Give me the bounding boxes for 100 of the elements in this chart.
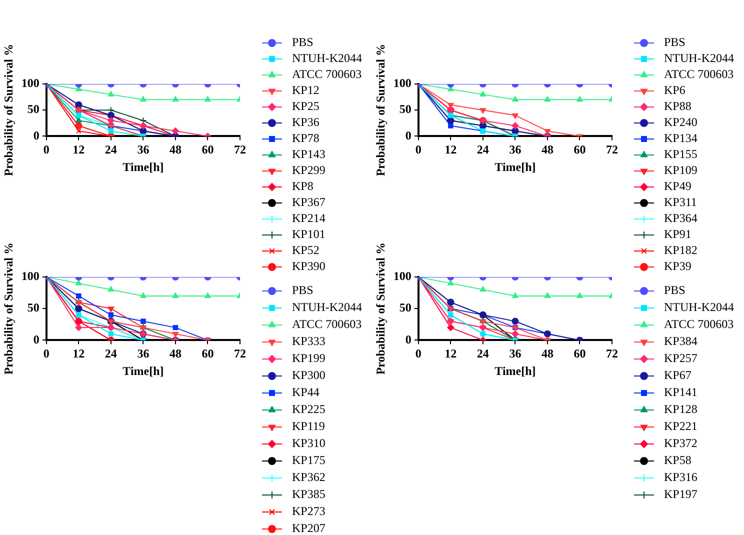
x-tick-label: 36 xyxy=(137,142,150,156)
legend-label: KP214 xyxy=(292,211,326,226)
legend-label: KP333 xyxy=(292,334,326,348)
legend-label: KP197 xyxy=(664,487,698,502)
x-tick-label: 60 xyxy=(574,142,586,156)
legend-label: KP311 xyxy=(664,195,697,210)
legend-label: KP372 xyxy=(664,436,698,450)
x-tick-label: 60 xyxy=(202,346,214,360)
legend-label: ATCC 700603 xyxy=(292,317,362,332)
y-tick-label: 50 xyxy=(399,300,412,315)
y-tick-label: 50 xyxy=(27,300,40,315)
x-tick-label: 48 xyxy=(169,346,182,360)
legend-label: KP58 xyxy=(664,453,692,468)
y-axis-title: Probability of Survival % xyxy=(373,242,388,375)
legend-label: ATCC 700603 xyxy=(664,67,734,82)
legend-label: KP25 xyxy=(292,99,320,114)
legend-label: PBS xyxy=(292,35,314,50)
legend-label: NTUH-K2044 xyxy=(664,300,734,314)
y-axis-title: Probability of Survival % xyxy=(1,44,16,176)
legend-label: KP240 xyxy=(664,115,698,130)
legend-label: KP36 xyxy=(292,115,320,130)
x-tick-label: 36 xyxy=(137,346,150,360)
y-tick-label: 50 xyxy=(27,102,40,116)
y-axis-title: Probability of Survival % xyxy=(373,44,388,176)
legend-label: KP67 xyxy=(664,368,692,382)
legend-label: ATCC 700603 xyxy=(664,317,734,332)
legend-label: KP385 xyxy=(292,487,326,502)
legend-label: NTUH-K2044 xyxy=(292,300,362,314)
legend-label: KP6 xyxy=(664,83,686,98)
legend-label: KP362 xyxy=(292,470,326,484)
legend-label: KP225 xyxy=(292,402,326,416)
legend-label: KP384 xyxy=(664,334,698,348)
legend-label: KP273 xyxy=(292,504,326,518)
x-tick-label: 72 xyxy=(606,346,618,360)
legend-label: KP8 xyxy=(292,179,314,194)
x-tick-label: 48 xyxy=(541,142,554,156)
x-tick-label: 24 xyxy=(476,142,489,156)
legend-label: KP141 xyxy=(664,385,698,400)
x-axis-title: Time[h] xyxy=(494,160,536,174)
y-tick-label: 100 xyxy=(393,76,412,90)
x-tick-label: 12 xyxy=(444,346,457,360)
x-tick-label: 0 xyxy=(43,142,50,156)
x-tick-label: 48 xyxy=(541,346,554,360)
legend-label: KP101 xyxy=(292,227,326,242)
x-tick-label: 24 xyxy=(476,346,489,360)
x-tick-label: 48 xyxy=(169,142,182,156)
legend-label: KP316 xyxy=(664,470,698,484)
x-axis-title: Time[h] xyxy=(494,364,536,378)
y-tick-label: 100 xyxy=(21,269,40,284)
legend-label: KP155 xyxy=(664,147,698,162)
x-tick-label: 12 xyxy=(72,346,85,360)
x-tick-label: 60 xyxy=(202,142,214,156)
y-tick-label: 50 xyxy=(399,102,412,116)
legend-label: KP49 xyxy=(664,179,692,194)
legend-label: KP91 xyxy=(664,227,692,242)
legend-label: KP88 xyxy=(664,99,692,114)
legend-label: KP44 xyxy=(292,385,320,400)
legend-label: KP175 xyxy=(292,453,326,468)
legend-label: KP134 xyxy=(664,131,698,146)
legend-label: KP367 xyxy=(292,195,326,210)
x-tick-label: 0 xyxy=(415,142,422,156)
legend-label: KP128 xyxy=(664,402,698,416)
legend-label: PBS xyxy=(292,283,314,298)
legend-label: KP199 xyxy=(292,351,326,366)
legend-label: ATCC 700603 xyxy=(292,67,362,82)
x-axis-title: Time[h] xyxy=(122,364,164,378)
x-tick-label: 36 xyxy=(509,346,522,360)
y-tick-label: 100 xyxy=(393,269,412,284)
legend-label: KP143 xyxy=(292,147,326,162)
legend-label: KP182 xyxy=(664,243,698,258)
x-tick-label: 60 xyxy=(574,346,586,360)
legend-label: NTUH-K2044 xyxy=(664,51,734,66)
x-tick-label: 0 xyxy=(415,346,422,360)
legend-label: KP109 xyxy=(664,163,698,178)
legend-label: KP300 xyxy=(292,368,326,382)
legend-label: KP299 xyxy=(292,163,326,178)
x-tick-label: 36 xyxy=(509,142,522,156)
x-tick-label: 12 xyxy=(72,142,85,156)
legend-label: KP39 xyxy=(664,259,692,274)
legend-label: KP12 xyxy=(292,83,320,98)
y-tick-label: 0 xyxy=(33,332,40,346)
legend-label: KP257 xyxy=(664,351,698,366)
legend-label: PBS xyxy=(664,35,686,50)
x-tick-label: 72 xyxy=(606,142,618,156)
legend-label: KP78 xyxy=(292,131,320,146)
y-axis-title: Probability of Survival % xyxy=(1,242,16,375)
y-tick-label: 0 xyxy=(405,128,412,142)
legend-label: NTUH-K2044 xyxy=(292,51,362,66)
x-tick-label: 12 xyxy=(444,142,457,156)
x-tick-label: 24 xyxy=(104,142,117,156)
y-tick-label: 100 xyxy=(21,76,40,90)
x-tick-label: 72 xyxy=(234,142,246,156)
x-axis-title: Time[h] xyxy=(122,160,164,174)
x-tick-label: 0 xyxy=(43,346,50,360)
x-tick-label: 24 xyxy=(104,346,117,360)
legend-label: KP364 xyxy=(664,211,698,226)
legend-label: KP221 xyxy=(664,419,698,434)
x-tick-label: 72 xyxy=(234,346,246,360)
legend-label: KP119 xyxy=(292,419,325,434)
y-tick-label: 0 xyxy=(33,128,40,142)
